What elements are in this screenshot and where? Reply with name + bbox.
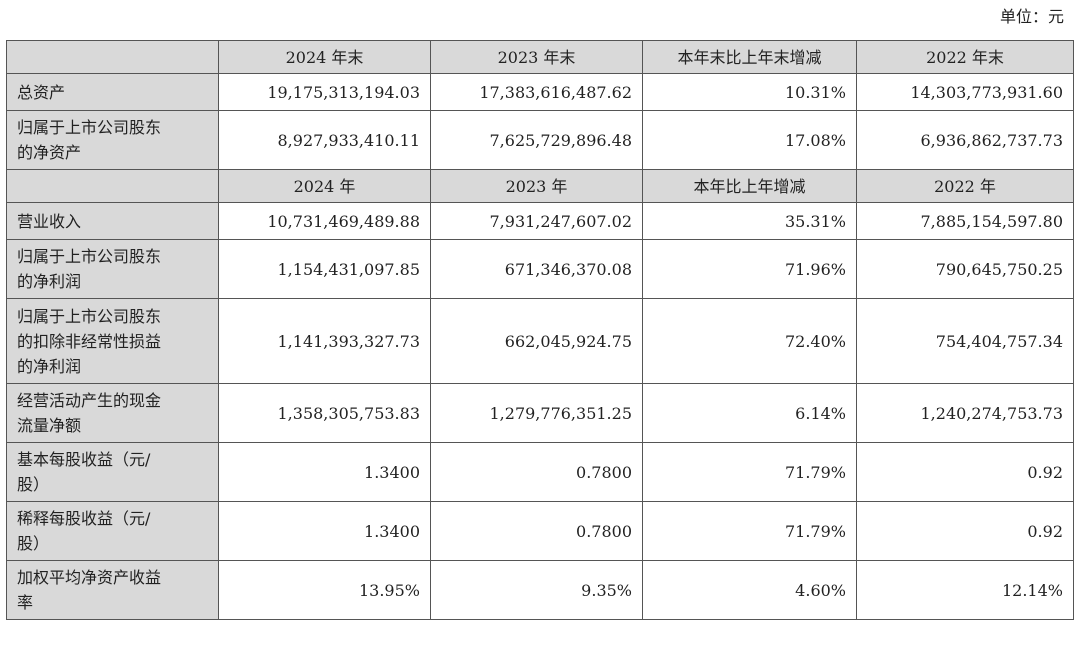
header-cell-change: 本年比上年增减 bbox=[642, 169, 857, 203]
value-cell: 0.7800 bbox=[430, 501, 643, 561]
row-label-line: 的净资产 bbox=[17, 143, 82, 162]
row-label: 加权平均净资产收益 率 bbox=[6, 560, 219, 620]
table-row: 基本每股收益（元/ 股） 1.3400 0.7800 71.79% 0.92 bbox=[6, 442, 1074, 502]
value-cell: 790,645,750.25 bbox=[856, 239, 1074, 299]
value-cell: 35.31% bbox=[642, 202, 857, 240]
value-cell: 6.14% bbox=[642, 383, 857, 443]
value-cell: 1,279,776,351.25 bbox=[430, 383, 643, 443]
table-header-year-end: 2024 年末 2023 年末 本年末比上年末增减 2022 年末 bbox=[6, 40, 1074, 74]
row-label-line: 股） bbox=[17, 534, 50, 553]
table-row: 加权平均净资产收益 率 13.95% 9.35% 4.60% 12.14% bbox=[6, 560, 1074, 620]
header-cell-change-end: 本年末比上年末增减 bbox=[642, 40, 857, 74]
row-label-line: 总资产 bbox=[17, 82, 66, 102]
value-cell: 1,358,305,753.83 bbox=[218, 383, 431, 443]
value-cell: 1,141,393,327.73 bbox=[218, 298, 431, 384]
row-label-line: 股） bbox=[17, 475, 50, 494]
value-cell: 8,927,933,410.11 bbox=[218, 110, 431, 170]
value-cell: 13.95% bbox=[218, 560, 431, 620]
value-cell: 7,931,247,607.02 bbox=[430, 202, 643, 240]
value-cell: 71.96% bbox=[642, 239, 857, 299]
value-cell: 17.08% bbox=[642, 110, 857, 170]
table-header-year: 2024 年 2023 年 本年比上年增减 2022 年 bbox=[6, 169, 1074, 203]
financial-summary-table: 2024 年末 2023 年末 本年末比上年末增减 2022 年末 总资产 19… bbox=[6, 40, 1074, 620]
value-cell: 0.92 bbox=[856, 442, 1074, 502]
row-label-line: 流量净额 bbox=[17, 416, 82, 435]
row-label: 总资产 bbox=[6, 73, 219, 111]
value-cell: 10.31% bbox=[642, 73, 857, 111]
value-cell: 7,885,154,597.80 bbox=[856, 202, 1074, 240]
header-cell-2022-end: 2022 年末 bbox=[856, 40, 1074, 74]
value-cell: 71.79% bbox=[642, 501, 857, 561]
table-row: 归属于上市公司股东 的扣除非经常性损益 的净利润 1,141,393,327.7… bbox=[6, 298, 1074, 384]
value-cell: 14,303,773,931.60 bbox=[856, 73, 1074, 111]
row-label-line: 经营活动产生的现金 bbox=[17, 391, 162, 410]
value-cell: 4.60% bbox=[642, 560, 857, 620]
value-cell: 0.92 bbox=[856, 501, 1074, 561]
header-cell-2024: 2024 年 bbox=[218, 169, 431, 203]
table-row: 归属于上市公司股东 的净资产 8,927,933,410.11 7,625,72… bbox=[6, 110, 1074, 170]
value-cell: 7,625,729,896.48 bbox=[430, 110, 643, 170]
row-label: 稀释每股收益（元/ 股） bbox=[6, 501, 219, 561]
row-label-line: 归属于上市公司股东 bbox=[17, 118, 162, 137]
table-row: 经营活动产生的现金 流量净额 1,358,305,753.83 1,279,77… bbox=[6, 383, 1074, 443]
header-cell-2022: 2022 年 bbox=[856, 169, 1074, 203]
value-cell: 17,383,616,487.62 bbox=[430, 73, 643, 111]
value-cell: 1,154,431,097.85 bbox=[218, 239, 431, 299]
value-cell: 1,240,274,753.73 bbox=[856, 383, 1074, 443]
value-cell: 10,731,469,489.88 bbox=[218, 202, 431, 240]
row-label: 基本每股收益（元/ 股） bbox=[6, 442, 219, 502]
header-cell-blank bbox=[6, 40, 219, 74]
row-label-line: 的扣除非经常性损益 bbox=[17, 331, 162, 351]
value-cell: 754,404,757.34 bbox=[856, 298, 1074, 384]
row-label-line: 归属于上市公司股东 bbox=[17, 247, 162, 266]
row-label-line: 的净利润 bbox=[17, 356, 82, 376]
header-cell-2024-end: 2024 年末 bbox=[218, 40, 431, 74]
table-row: 总资产 19,175,313,194.03 17,383,616,487.62 … bbox=[6, 73, 1074, 111]
table-row: 归属于上市公司股东 的净利润 1,154,431,097.85 671,346,… bbox=[6, 239, 1074, 299]
row-label: 归属于上市公司股东 的扣除非经常性损益 的净利润 bbox=[6, 298, 219, 384]
value-cell: 19,175,313,194.03 bbox=[218, 73, 431, 111]
row-label-line: 率 bbox=[17, 593, 34, 612]
value-cell: 71.79% bbox=[642, 442, 857, 502]
row-label-line: 归属于上市公司股东 bbox=[17, 306, 162, 326]
row-label-line: 的净利润 bbox=[17, 272, 82, 291]
row-label: 经营活动产生的现金 流量净额 bbox=[6, 383, 219, 443]
value-cell: 6,936,862,737.73 bbox=[856, 110, 1074, 170]
row-label: 营业收入 bbox=[6, 202, 219, 240]
value-cell: 12.14% bbox=[856, 560, 1074, 620]
value-cell: 72.40% bbox=[642, 298, 857, 384]
header-cell-2023-end: 2023 年末 bbox=[430, 40, 643, 74]
row-label-line: 营业收入 bbox=[17, 211, 82, 231]
unit-label: 单位：元 bbox=[999, 7, 1064, 26]
row-label-line: 基本每股收益（元/ bbox=[17, 450, 151, 469]
row-label: 归属于上市公司股东 的净资产 bbox=[6, 110, 219, 170]
value-cell: 1.3400 bbox=[218, 442, 431, 502]
value-cell: 0.7800 bbox=[430, 442, 643, 502]
value-cell: 9.35% bbox=[430, 560, 643, 620]
row-label-line: 加权平均净资产收益 bbox=[17, 568, 162, 587]
row-label-line: 稀释每股收益（元/ bbox=[17, 509, 151, 528]
header-cell-2023: 2023 年 bbox=[430, 169, 643, 203]
table-row: 稀释每股收益（元/ 股） 1.3400 0.7800 71.79% 0.92 bbox=[6, 501, 1074, 561]
table-row: 营业收入 10,731,469,489.88 7,931,247,607.02 … bbox=[6, 202, 1074, 240]
value-cell: 671,346,370.08 bbox=[430, 239, 643, 299]
value-cell: 1.3400 bbox=[218, 501, 431, 561]
value-cell: 662,045,924.75 bbox=[430, 298, 643, 384]
row-label: 归属于上市公司股东 的净利润 bbox=[6, 239, 219, 299]
header-cell-blank bbox=[6, 169, 219, 203]
